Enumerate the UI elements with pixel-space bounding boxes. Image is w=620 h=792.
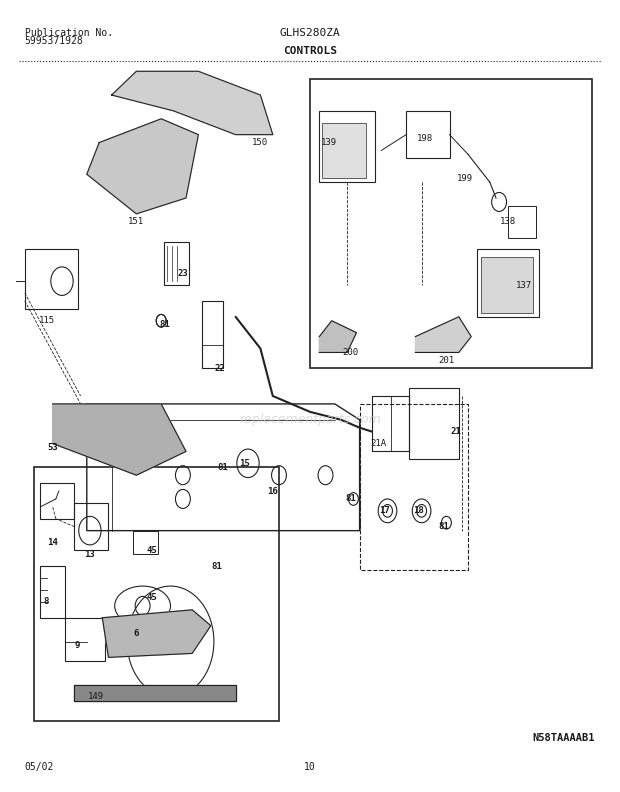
Bar — [319, 111, 375, 182]
Text: 115: 115 — [38, 316, 55, 326]
Bar — [508, 206, 536, 238]
Text: 138: 138 — [500, 217, 516, 227]
Text: 198: 198 — [417, 134, 433, 143]
Text: 6: 6 — [134, 629, 139, 638]
Bar — [25, 249, 78, 309]
Polygon shape — [415, 317, 471, 352]
Bar — [310, 79, 592, 368]
Text: 9: 9 — [75, 641, 80, 650]
Text: 18: 18 — [413, 506, 424, 516]
Text: 139: 139 — [321, 138, 337, 147]
Text: 13: 13 — [84, 550, 95, 559]
Text: 23: 23 — [177, 268, 188, 278]
Polygon shape — [74, 685, 236, 701]
Polygon shape — [53, 404, 186, 475]
Bar — [40, 483, 74, 519]
Text: 137: 137 — [516, 280, 532, 290]
Text: 201: 201 — [438, 356, 454, 365]
Text: 81: 81 — [211, 562, 223, 571]
Bar — [372, 396, 409, 451]
Text: 199: 199 — [457, 173, 473, 183]
Text: 81: 81 — [218, 463, 229, 472]
Text: 81: 81 — [159, 320, 170, 329]
Text: replacementparts.com: replacementparts.com — [239, 413, 381, 426]
Text: 10: 10 — [304, 762, 316, 772]
Bar — [406, 111, 450, 158]
Text: 45: 45 — [146, 593, 157, 603]
Text: 149: 149 — [88, 692, 104, 702]
Text: 16: 16 — [267, 486, 278, 496]
Text: N58TAAAAB1: N58TAAAAB1 — [533, 733, 595, 743]
Text: 81: 81 — [345, 494, 356, 504]
Text: 21: 21 — [450, 427, 461, 436]
Polygon shape — [319, 321, 356, 352]
Text: GLHS280ZA: GLHS280ZA — [280, 28, 340, 38]
Bar — [409, 388, 459, 459]
Bar — [65, 618, 105, 661]
Bar — [34, 467, 279, 721]
Bar — [133, 531, 158, 554]
Polygon shape — [102, 610, 211, 657]
Text: 17: 17 — [379, 506, 390, 516]
Text: CONTROLS: CONTROLS — [283, 46, 337, 56]
Text: 151: 151 — [128, 217, 144, 227]
Text: 14: 14 — [47, 538, 58, 547]
Text: 45: 45 — [146, 546, 157, 555]
Text: 150: 150 — [252, 138, 268, 147]
Text: 15: 15 — [239, 459, 250, 468]
Text: 5995371928: 5995371928 — [25, 36, 84, 46]
Bar — [74, 503, 108, 550]
Bar — [40, 566, 65, 618]
Text: 8: 8 — [44, 597, 49, 607]
Text: 81: 81 — [438, 522, 449, 531]
Bar — [477, 249, 539, 317]
Text: 53: 53 — [47, 443, 58, 452]
Text: 21A: 21A — [370, 439, 386, 448]
Bar — [202, 301, 223, 368]
Text: 200: 200 — [342, 348, 358, 357]
Bar — [322, 123, 366, 178]
Bar — [164, 242, 189, 285]
Text: Publication No.: Publication No. — [25, 28, 113, 38]
Bar — [480, 257, 533, 313]
Polygon shape — [112, 71, 273, 135]
Text: 22: 22 — [215, 364, 226, 373]
Polygon shape — [87, 119, 198, 214]
Text: 05/02: 05/02 — [25, 762, 54, 772]
